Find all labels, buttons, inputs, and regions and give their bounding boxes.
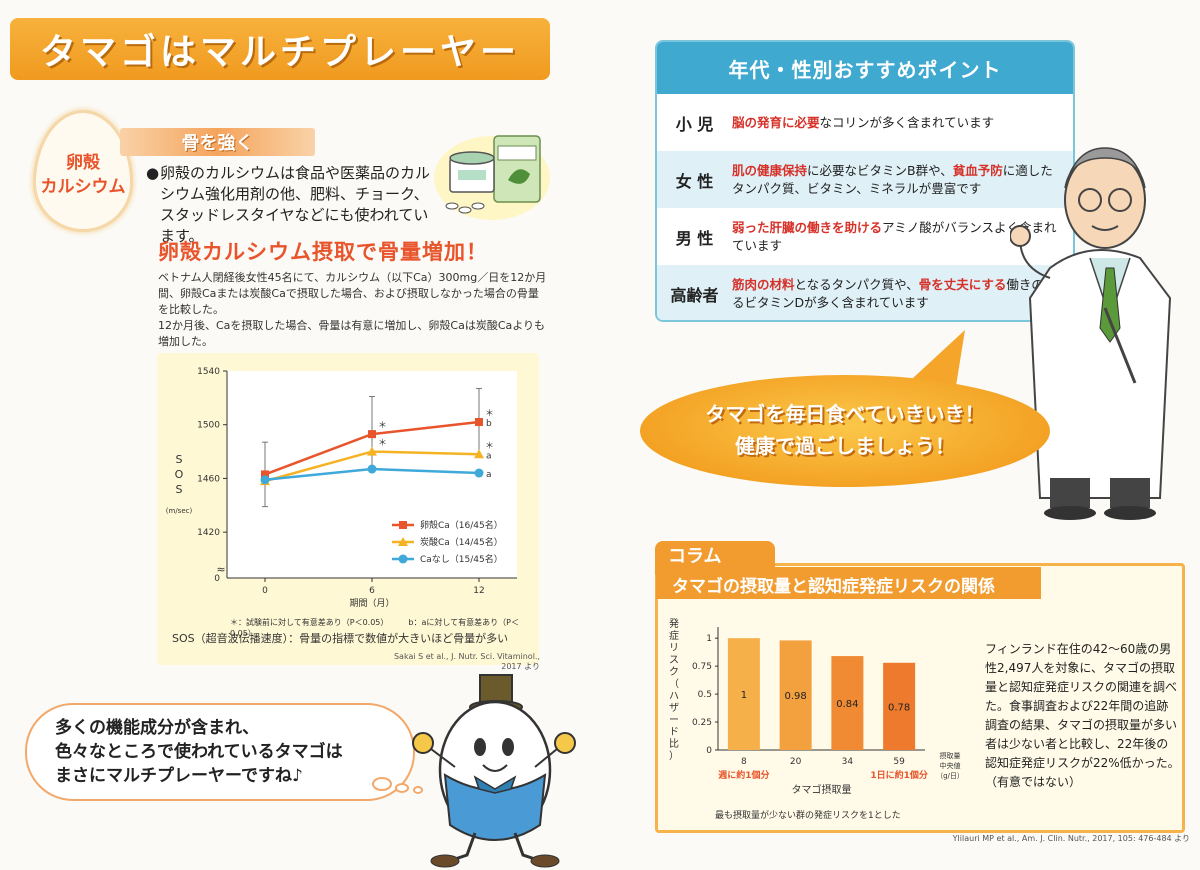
significance-label: ＊ [485,409,494,419]
badge-line-1: 卵殻 [66,153,100,173]
significance-label: ＊ [485,441,494,451]
data-point [475,418,483,427]
y-axis-label: 発症リスク（ハザード比） [669,617,679,762]
x-axis-label: 期間（月） [349,598,394,609]
row-elderly: 高齢者 筋肉の材料となるタンパク質や、骨を丈夫にする働きのあるビタミンDが多く含… [657,265,1073,320]
y-tick-label: 0.25 [692,718,712,728]
data-point [367,446,377,456]
x-sub-label: 1日に約1個分 [870,769,928,781]
sos-source: Sakai S et al., J. Nutr. Sci. Vitaminol.… [393,652,540,671]
bubble-tail [900,330,965,392]
eggshell-calcium-badge: 卵殻 カルシウム [33,110,133,232]
x-tick-label: 6 [369,586,375,596]
x-tick-label: 59 [893,757,905,767]
legend-marker [398,554,408,564]
section-banner: 骨を強く [120,128,315,156]
x-tick-label: 34 [842,757,854,767]
row-label: 高齢者 [670,285,719,305]
bone-heading: 卵殻カルシウム摂取で骨量増加！ [158,240,488,264]
significance-label: a [486,451,492,461]
y-tick-label: 0.5 [698,690,712,700]
study-description: ベトナム人閉経後女性45名にて、カルシウム（以下Ca）300mg／日を12か月間… [158,271,547,348]
page-title: タマゴはマルチプレーヤー [39,32,520,73]
x-tick-label: 20 [790,757,802,767]
row-label: 女 性 [675,171,714,191]
row-child: 小 児 脳の発育に必要なコリンが多く含まれています [657,94,1073,151]
egg-mascot-illustration [412,674,576,868]
supplement-illustration [434,135,550,220]
data-point [368,430,376,439]
data-point [474,468,484,478]
y-tick-label: 0 [706,746,712,756]
risk-note: 最も摂取量が少ない群の発症リスクを1とした [715,811,901,821]
y-tick-label: 1500 [197,421,220,431]
row-label: 男 性 [675,228,714,248]
x-tick-label: 8 [741,757,747,767]
data-point [367,464,377,474]
recommendation-card: 年代・性別おすすめポイント 小 児 脳の発育に必要なコリンが多く含まれています … [655,40,1075,322]
bullet-icon: ● [146,164,160,182]
doctor-illustration [1010,147,1172,520]
data-point [260,475,270,485]
thought-dots [372,777,423,794]
x-axis-label: タマゴ摂取量 [792,783,852,796]
bar-value-label: 0.84 [836,699,858,710]
risk-bar-chart: 0 0.25 0.5 0.75 1 発症リスク（ハザード比） 1 8 週に約1個分 0.98 20 0… [669,617,964,796]
x-axis-unit-label: 摂取量中央値（g/日） [936,751,964,780]
significance-label: ＊ [378,421,387,431]
speech-text: 多くの機能成分が含まれ、 色々なところで使われているタマゴは まさにマルチプレー… [55,718,343,786]
significance-label: b [486,419,492,429]
column-description: フィンランド在住の42〜60歳の男性2,497人を対象に、タマゴの摂取量と認知症… [985,642,1180,789]
risk-source: Ylilauri MP et al., Am. J. Clin. Nutr., … [952,834,1190,843]
legend-marker [399,521,407,529]
legend-label: 炭酸Ca（14/45名） [420,536,503,548]
x-tick-label: 12 [473,586,484,596]
section-label: 骨を強く [181,133,254,154]
y-tick-label: 1420 [197,528,220,538]
legend-label: 卵殻Ca（16/45名） [420,519,503,531]
encouragement-text: タマゴを毎日食べていきいき！ 健康で過ごしましょう！ [705,402,985,458]
column-tab-label: コラム [668,546,722,567]
x-tick-label: 0 [262,586,268,596]
x-sub-label: 週に約1個分 [718,769,769,781]
bar [831,656,864,750]
axis-break-mark: ≈ [216,563,225,576]
significance-note: ＊：試験前に対して有意差あり（P＜0.05） b：aに対して有意差あり（P＜0.… [230,618,519,638]
significance-label: ＊ [378,439,387,449]
bar [779,640,812,750]
sos-caption: SOS（超音波伝播速度）：骨量の指標で数値が大きいほど骨量が多い [172,632,509,645]
y-tick-label: 0.75 [692,662,712,672]
eggshell-description: ● 卵殻のカルシウムは食品や医薬品のカルシウム強化用剤の他、肥料、チョーク、スタ… [146,164,431,245]
data-point [261,470,269,479]
badge-line-2: カルシウム [40,177,126,197]
speech-bubble [25,703,415,801]
bar-value-label: 1 [741,690,747,701]
row-label: 小 児 [675,114,714,134]
title-banner: タマゴはマルチプレーヤー [10,18,550,80]
significance-label: a [486,470,492,480]
bar [727,638,760,750]
y-tick-label: 1460 [197,474,220,484]
bar [883,662,916,750]
y-tick-label: 0 [214,574,220,584]
y-axis-unit: (m/sec) [166,507,193,515]
column-banner [656,567,1041,599]
bar-value-label: 0.98 [784,691,806,702]
y-tick-label: 1540 [197,367,220,377]
legend-label: Caなし（15/45名） [420,553,503,565]
row-men: 男 性 弱った肝臓の働きを助けるアミノ酸がバランスよく含まれています [657,208,1073,265]
legend-marker [398,537,408,546]
bar-value-label: 0.78 [888,702,910,713]
recommendation-title: 年代・性別おすすめポイント [728,57,1002,82]
row-women: 女 性 肌の健康保持に必要なビタミンB群や、貧血予防に適したタンパク質、ビタミン… [657,151,1073,208]
data-point [474,449,484,459]
encouragement-bubble [640,375,1050,487]
column-title: タマゴの摂取量と認知症発症リスクの関係 [672,577,995,597]
y-tick-label: 1 [706,634,712,644]
